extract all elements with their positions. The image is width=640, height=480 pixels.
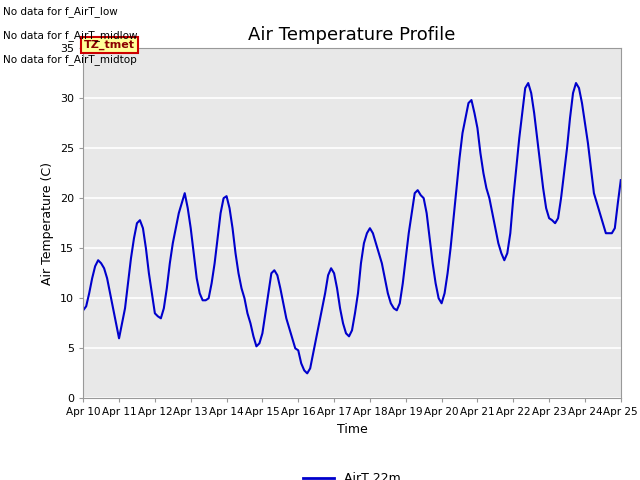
Text: No data for f_AirT_midtop: No data for f_AirT_midtop	[3, 54, 137, 65]
X-axis label: Time: Time	[337, 423, 367, 436]
Legend: AirT 22m: AirT 22m	[298, 467, 406, 480]
Text: No data for f_AirT_low: No data for f_AirT_low	[3, 6, 118, 17]
Title: Air Temperature Profile: Air Temperature Profile	[248, 25, 456, 44]
Text: TZ_tmet: TZ_tmet	[84, 40, 135, 50]
Text: No data for f_AirT_midlow: No data for f_AirT_midlow	[3, 30, 138, 41]
Y-axis label: Air Temperature (C): Air Temperature (C)	[42, 162, 54, 285]
